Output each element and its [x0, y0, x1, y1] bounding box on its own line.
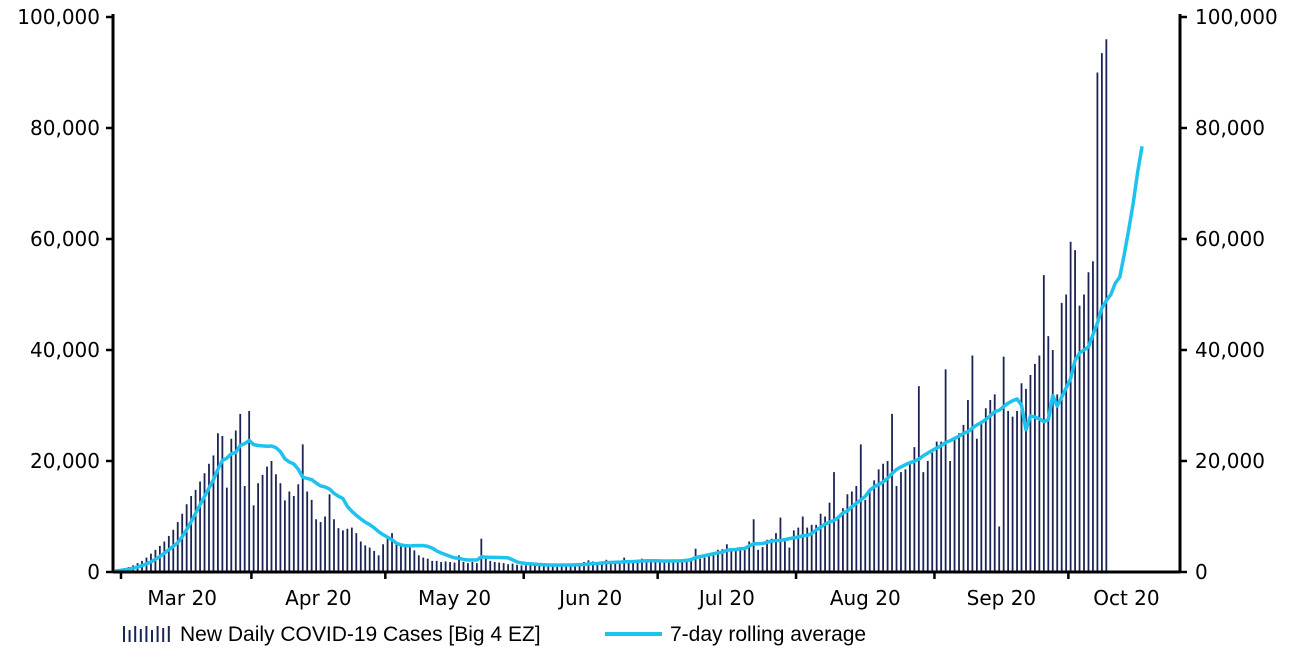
y-tick-label-right: 0: [1195, 560, 1208, 584]
right-y-ticks: 0 20,000 40,000 60,000 80,000 100,000: [1180, 5, 1278, 584]
line-series: [115, 146, 1144, 573]
x-tick-label: Jul 20: [697, 586, 755, 610]
left-y-ticks: 0 20,000 40,000 60,000 80,000 100,000: [17, 5, 113, 584]
rolling-average-line: [115, 146, 1144, 573]
y-tick-label-left: 40,000: [30, 338, 100, 362]
y-tick-label-left: 20,000: [30, 449, 100, 473]
y-tick-label-right: 100,000: [1195, 5, 1278, 29]
x-tick-label: Apr 20: [285, 586, 351, 610]
x-axis-ticks: Mar 20 Apr 20 May 20 Jun 20 Jul 20 Aug 20 Sep …: [119, 572, 1160, 610]
x-tick-label: May 20: [418, 586, 491, 610]
y-tick-label-left: 0: [87, 560, 100, 584]
legend-bar-swatch: [123, 626, 170, 642]
x-tick-label: Aug 20: [830, 586, 901, 610]
y-tick-label-right: 60,000: [1195, 227, 1265, 251]
y-tick-label-left: 80,000: [30, 116, 100, 140]
x-tick-label: Sep 20: [967, 586, 1037, 610]
y-tick-label-left: 100,000: [17, 5, 100, 29]
x-tick-label: Oct 20: [1093, 586, 1159, 610]
x-tick-label: Jun 20: [557, 586, 622, 610]
axes: [111, 14, 1182, 574]
legend-bar-label: New Daily COVID-19 Cases [Big 4 EZ]: [180, 623, 541, 646]
x-tick-label: Mar 20: [147, 586, 217, 610]
y-tick-label-right: 40,000: [1195, 338, 1265, 362]
y-tick-label-right: 80,000: [1195, 116, 1265, 140]
y-tick-label-right: 20,000: [1195, 449, 1265, 473]
y-tick-label-left: 60,000: [30, 227, 100, 251]
bar-series: [114, 39, 1108, 572]
legend: New Daily COVID-19 Cases [Big 4 EZ] 7-da…: [123, 623, 866, 646]
legend-line-label: 7-day rolling average: [670, 623, 866, 646]
